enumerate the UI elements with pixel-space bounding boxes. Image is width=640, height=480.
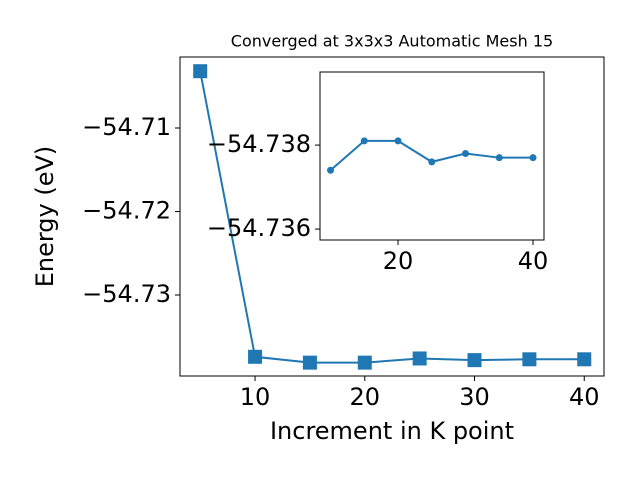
marker <box>248 349 263 364</box>
marker <box>522 352 537 367</box>
marker <box>327 166 335 174</box>
y-tick-label: −54.736 <box>207 214 311 242</box>
x-tick-label: 40 <box>569 383 600 411</box>
x-tick-label: 10 <box>240 383 271 411</box>
marker <box>467 353 482 368</box>
y-tick-label: −54.73 <box>82 280 171 308</box>
marker <box>302 355 317 370</box>
marker <box>462 149 470 157</box>
line <box>199 71 585 364</box>
marker <box>428 158 436 166</box>
chart-title: Converged at 3x3x3 Automatic Mesh 15 <box>231 32 553 51</box>
marker <box>357 355 372 370</box>
marker <box>193 64 208 79</box>
x-tick-label: 20 <box>383 247 414 275</box>
marker <box>577 352 592 367</box>
x-tick-label: 30 <box>459 383 490 411</box>
y-tick-label: −54.72 <box>82 196 171 224</box>
marker <box>394 137 402 145</box>
plot-area <box>319 71 545 241</box>
marker <box>412 351 427 366</box>
x-tick-label: 20 <box>350 383 381 411</box>
x-tick-label: 40 <box>518 247 549 275</box>
marker <box>360 137 368 145</box>
x-axis-label: Increment in K point <box>270 417 514 445</box>
y-axis-label: Energy (eV) <box>31 146 59 288</box>
marker <box>529 154 537 162</box>
y-tick-label: −54.738 <box>207 130 311 158</box>
marker <box>495 154 503 162</box>
y-tick-label: −54.71 <box>82 113 171 141</box>
